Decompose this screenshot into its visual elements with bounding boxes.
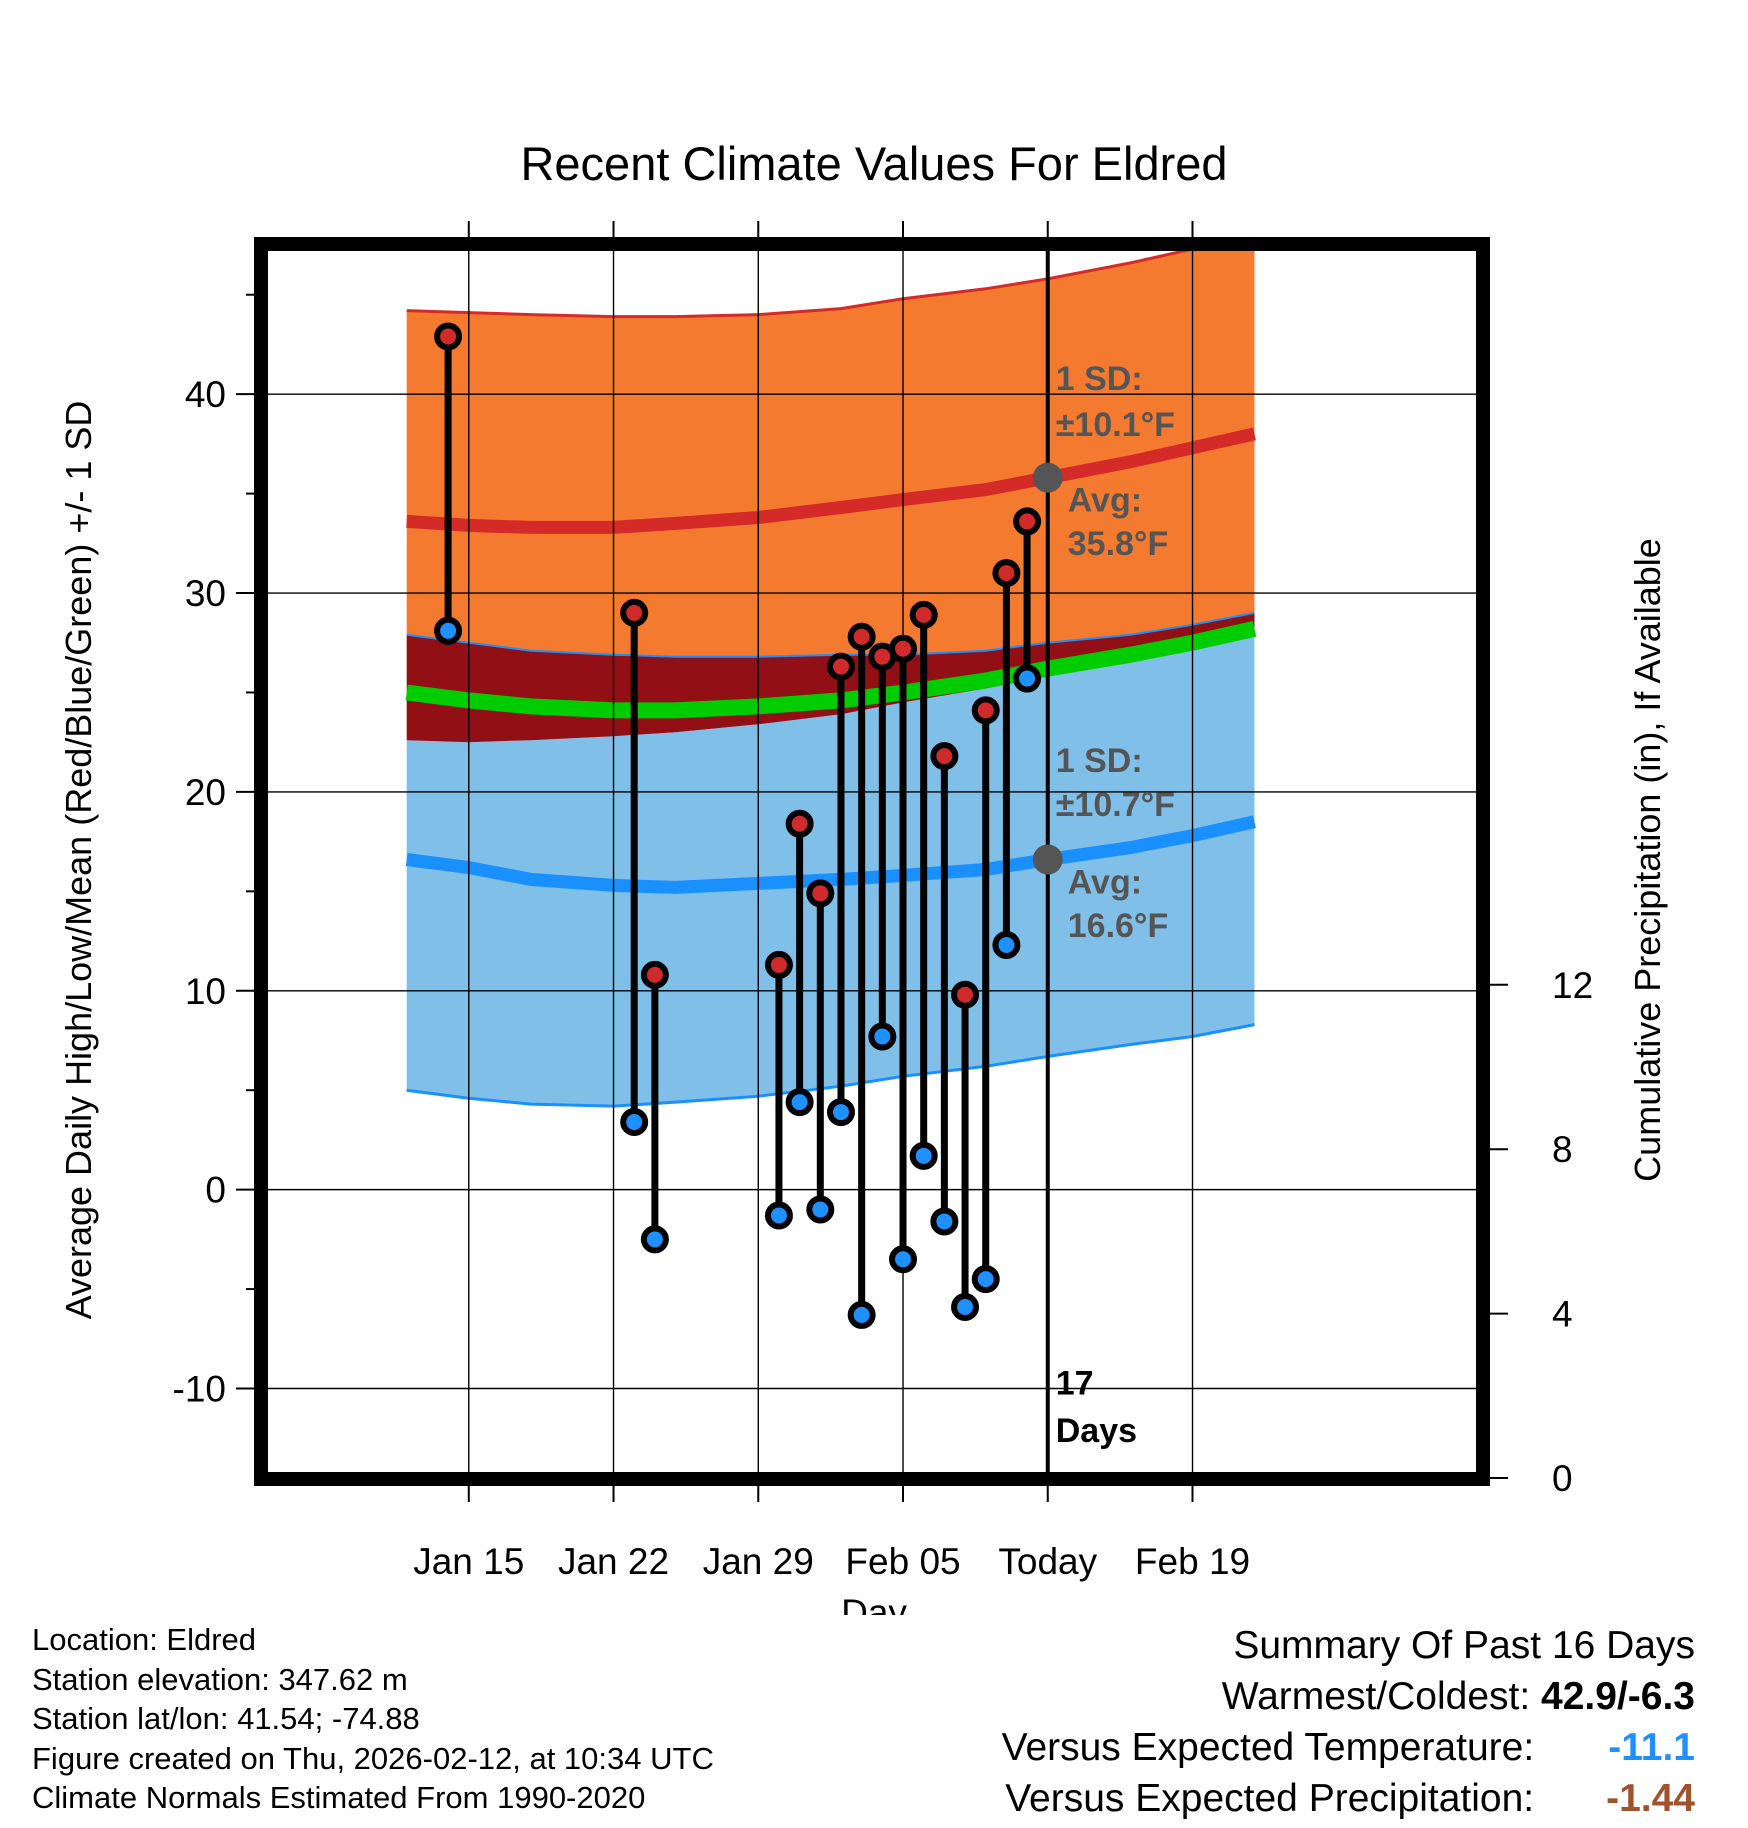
summary-title: Summary Of Past 16 Days — [1233, 1624, 1695, 1667]
low-sd-band — [406, 636, 1255, 1107]
summary-panel: Summary Of Past 16 Days Warmest/Coldest:… — [1002, 1620, 1695, 1824]
obs-low-point — [826, 1098, 855, 1127]
obs-high-point — [826, 652, 855, 681]
summary-temp-row: Versus Expected Temperature: -11.1 — [1002, 1722, 1695, 1773]
summary-warmest-row: Warmest/Coldest: 42.9/-6.3 — [1002, 1671, 1695, 1722]
obs-high-point — [992, 559, 1021, 588]
y-tick-label: -10 — [173, 1369, 226, 1410]
summary-precip-row: Versus Expected Precipitation: -1.44 — [1002, 1773, 1695, 1824]
y-tick-label: 40 — [185, 374, 226, 415]
low-sd-label: 1 SD: — [1056, 742, 1143, 780]
temp-value: -11.1 — [1608, 1726, 1695, 1769]
high-sd-label: 1 SD: — [1056, 360, 1143, 398]
obs-low-point — [785, 1088, 814, 1117]
x-axis-label: Day — [841, 1592, 907, 1615]
climate-chart: Recent Climate Values For Eldred 1 SD: ±1… — [58, 137, 1668, 1615]
obs-low-point — [434, 616, 463, 645]
obs-low-point — [764, 1201, 793, 1230]
obs-low-point — [971, 1265, 1000, 1294]
days-label: Days — [1056, 1412, 1137, 1450]
y2-axis-label: Cumulative Precipitation (in), If Availa… — [1627, 538, 1668, 1182]
obs-low-point — [806, 1195, 835, 1224]
high-avg-value: 35.8°F — [1068, 525, 1169, 563]
station-info: Location: Eldred Station elevation: 347.… — [32, 1620, 714, 1818]
y2-tick-label: 12 — [1552, 965, 1593, 1006]
elevation-text: Station elevation: 347.62 m — [32, 1661, 408, 1697]
obs-low-point — [930, 1207, 959, 1236]
precip-label: Versus Expected Precipitation: — [1005, 1777, 1535, 1820]
warmest-value: 42.9/-6.3 — [1541, 1675, 1695, 1718]
obs-high-point — [1013, 507, 1042, 536]
obs-high-point — [806, 879, 835, 908]
high-upper-line — [406, 245, 1218, 319]
chart-title: Recent Climate Values For Eldred — [520, 137, 1227, 190]
high-sd-value: ±10.1°F — [1056, 406, 1175, 444]
precip-value: -1.44 — [1606, 1777, 1695, 1820]
y-axis-label: Average Daily High/Low/Mean (Red/Blue/Gr… — [58, 401, 99, 1320]
latlon-text: Station lat/lon: 41.54; -74.88 — [32, 1701, 420, 1736]
low-avg-value: 16.6°F — [1068, 907, 1169, 945]
obs-low-point — [992, 931, 1021, 960]
high-avg-label: Avg: — [1068, 481, 1142, 519]
x-tick-label: Feb 05 — [845, 1541, 960, 1582]
normals-text: Climate Normals Estimated From 1990-2020 — [32, 1780, 646, 1815]
obs-low-point — [847, 1300, 876, 1329]
obs-high-point — [785, 809, 814, 838]
obs-high-point — [971, 696, 1000, 725]
obs-low-point — [620, 1108, 649, 1137]
low-avg-marker — [1032, 844, 1063, 875]
obs-low-point — [868, 1022, 897, 1051]
obs-high-point — [620, 598, 649, 627]
obs-high-point — [951, 980, 980, 1009]
obs-high-point — [640, 960, 669, 989]
y2-tick-label: 4 — [1552, 1294, 1573, 1335]
low-sd-value: ±10.7°F — [1056, 786, 1175, 824]
high-avg-marker — [1032, 462, 1063, 493]
y2-tick-label: 8 — [1552, 1129, 1573, 1170]
location-text: Location: Eldred — [32, 1622, 257, 1657]
y-tick-label: 0 — [205, 1170, 226, 1211]
high-sd-band — [406, 245, 1255, 657]
plot-frame — [254, 237, 1490, 1486]
obs-low-point — [909, 1141, 938, 1170]
obs-low-point — [1013, 664, 1042, 693]
created-text: Figure created on Thu, 2026-02-12, at 10… — [32, 1740, 714, 1776]
y-tick-label: 30 — [185, 573, 226, 614]
obs-high-point — [764, 950, 793, 979]
x-tick-label: Today — [998, 1541, 1097, 1582]
y2-tick-label: 0 — [1552, 1458, 1573, 1499]
obs-high-point — [434, 322, 463, 351]
y-tick-label: 20 — [185, 772, 226, 813]
y-tick-label: 10 — [185, 971, 226, 1012]
obs-low-point — [640, 1225, 669, 1254]
obs-high-point — [909, 600, 938, 629]
temp-label: Versus Expected Temperature: — [1001, 1726, 1535, 1769]
high-mean-line — [406, 427, 1256, 534]
warmest-label: Warmest/Coldest: — [1221, 1675, 1531, 1718]
x-tick-label: Jan 15 — [413, 1541, 524, 1582]
x-tick-label: Jan 22 — [558, 1541, 669, 1582]
obs-high-point — [889, 634, 918, 663]
days-count: 17 — [1056, 1364, 1094, 1402]
obs-low-point — [951, 1292, 980, 1321]
low-avg-label: Avg: — [1068, 863, 1142, 901]
x-tick-label: Jan 29 — [703, 1541, 814, 1582]
obs-high-point — [847, 622, 876, 651]
obs-low-point — [889, 1245, 918, 1274]
x-tick-label: Feb 19 — [1135, 1541, 1250, 1582]
plot-area: 1 SD: ±10.1°F Avg: 35.8°F 1 SD: ±10.7°F Avg: 16… — [262, 245, 1482, 1478]
obs-high-point — [930, 742, 959, 771]
